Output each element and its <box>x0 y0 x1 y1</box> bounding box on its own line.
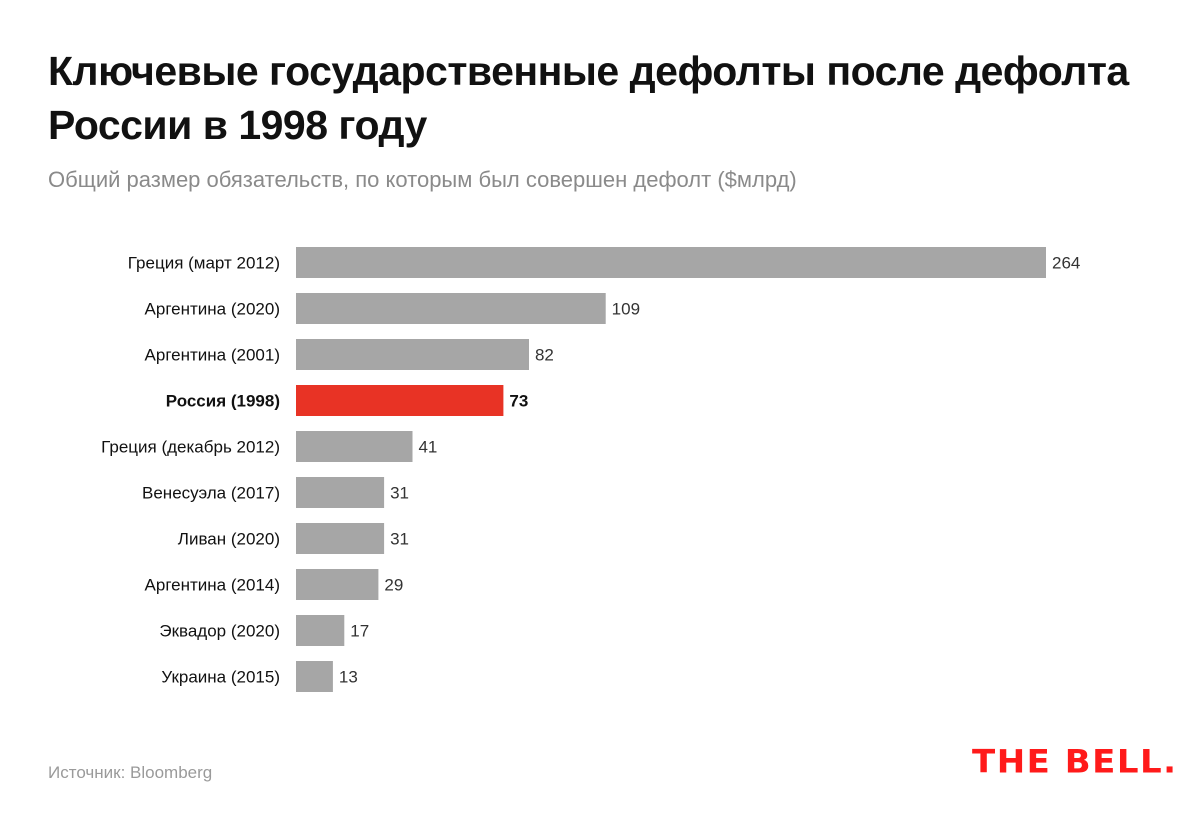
bar <box>296 431 413 462</box>
category-label: Ливан (2020) <box>178 530 280 549</box>
bar <box>296 615 345 646</box>
value-label: 13 <box>339 668 358 687</box>
bars-group: Греция (март 2012) 264 Аргентина (2020) 109… <box>101 247 1080 692</box>
the-bell-logo: THE BELL. <box>972 743 1178 781</box>
bar <box>296 477 385 508</box>
category-label: Эквадор (2020) <box>159 622 280 641</box>
bar-chart: Греция (март 2012) 264 Аргентина (2020) 109… <box>101 247 1080 692</box>
bar <box>296 569 379 600</box>
value-label: 31 <box>390 530 409 549</box>
bar <box>296 339 529 370</box>
bar <box>296 523 385 554</box>
category-label: Венесуэла (2017) <box>142 484 280 503</box>
category-label: Украина (2015) <box>161 668 280 687</box>
chart-subtitle: Общий размер обязательств, по которым бы… <box>48 167 797 192</box>
category-label: Аргентина (2020) <box>145 300 280 319</box>
bar <box>296 247 1046 278</box>
category-label: Россия (1998) <box>166 392 280 411</box>
value-label: 17 <box>350 622 369 641</box>
value-label: 264 <box>1052 254 1080 273</box>
category-label: Греция (декабрь 2012) <box>101 438 280 457</box>
chart-title: Ключевые государственные дефолты после д… <box>48 48 1129 148</box>
value-label: 109 <box>612 300 640 319</box>
value-label: 73 <box>509 392 528 411</box>
bar-highlighted <box>296 385 504 416</box>
value-label: 29 <box>384 576 403 595</box>
value-label: 82 <box>535 346 554 365</box>
category-label: Аргентина (2014) <box>145 576 280 595</box>
bar <box>296 661 333 692</box>
value-label: 41 <box>418 438 437 457</box>
value-label: 31 <box>390 484 409 503</box>
source-note: Источник: Bloomberg <box>48 763 213 782</box>
bar <box>296 293 606 324</box>
category-label: Аргентина (2001) <box>145 346 280 365</box>
category-label: Греция (март 2012) <box>128 254 280 273</box>
